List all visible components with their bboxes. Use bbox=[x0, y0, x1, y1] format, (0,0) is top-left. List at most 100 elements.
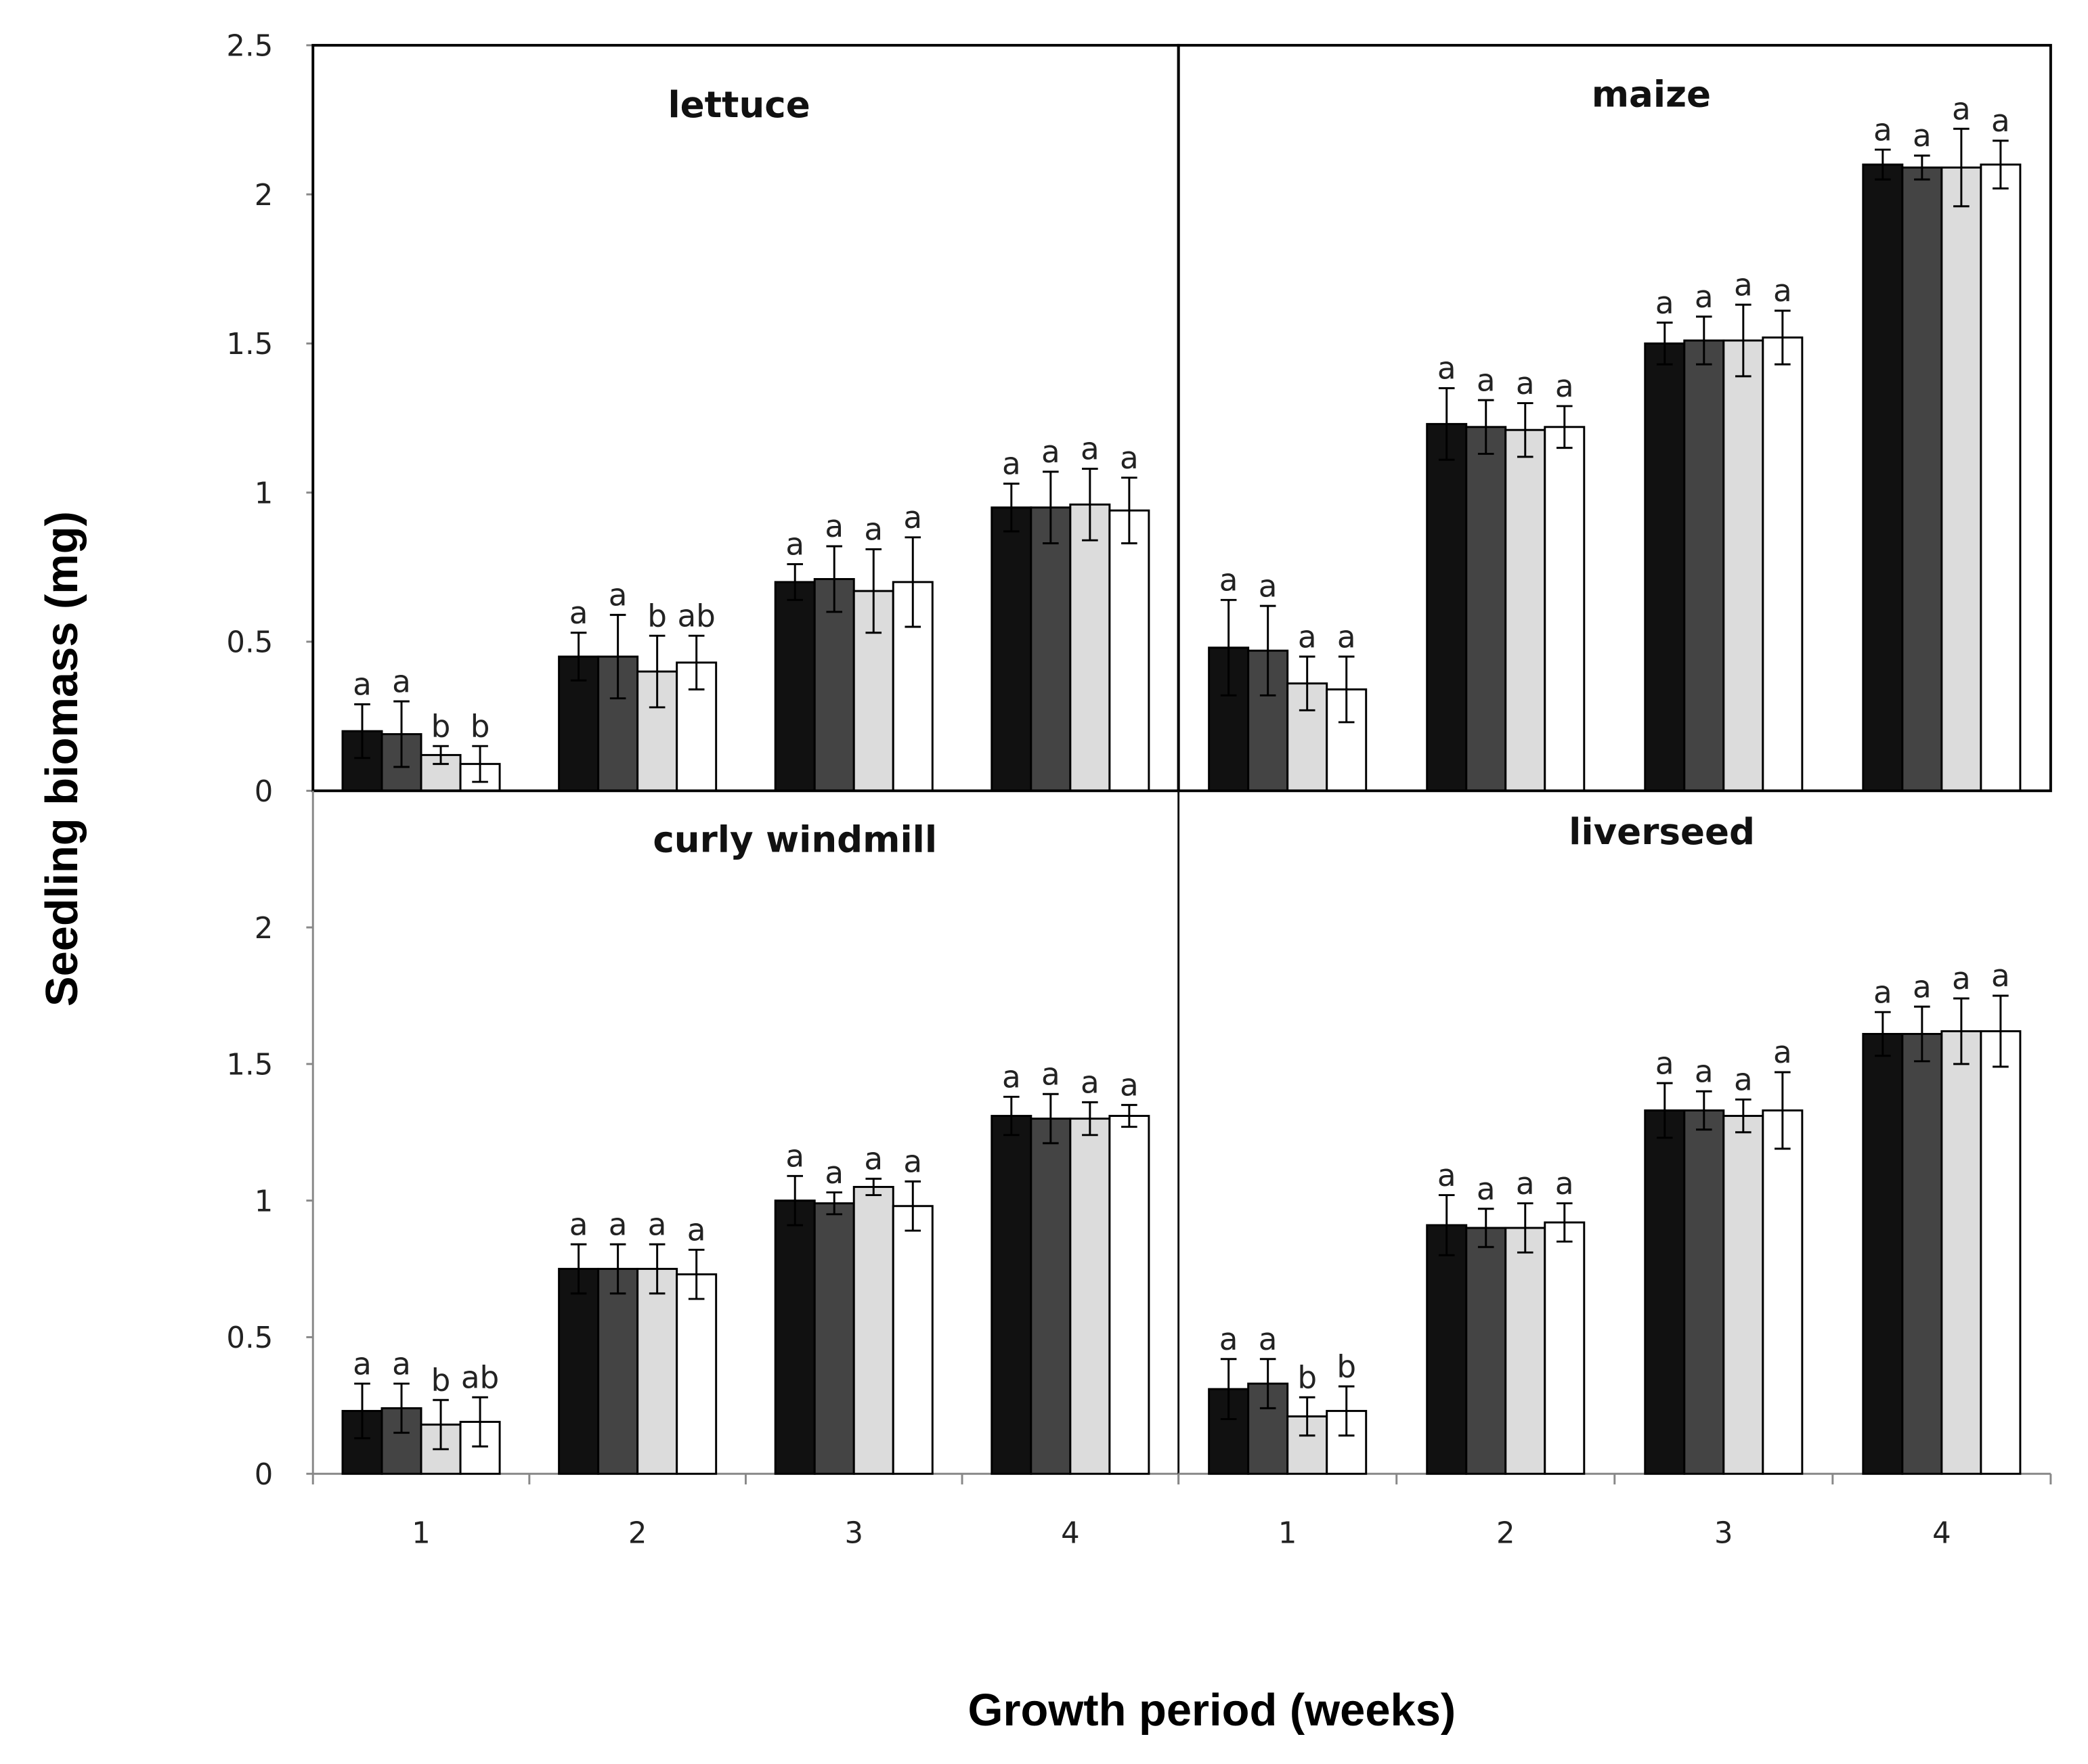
bar bbox=[1762, 1109, 1804, 1475]
error-bar bbox=[609, 1243, 626, 1295]
significance-letter: b bbox=[431, 708, 451, 744]
bar bbox=[1722, 339, 1764, 792]
bar bbox=[1426, 1224, 1468, 1475]
bar bbox=[1644, 342, 1686, 792]
error-bar bbox=[1003, 483, 1020, 533]
significance-letter: a bbox=[864, 512, 883, 548]
panel-title: liverseed bbox=[1569, 811, 1755, 853]
significance-letter: a bbox=[785, 527, 804, 563]
significance-letter: a bbox=[903, 1144, 922, 1180]
x-tick-label: 1 bbox=[412, 1517, 431, 1551]
y-tick-label: 2.5 bbox=[226, 30, 273, 64]
significance-letter: a bbox=[687, 1212, 706, 1248]
significance-letter: a bbox=[785, 1139, 804, 1174]
significance-letter: a bbox=[1120, 1067, 1139, 1103]
error-bar bbox=[1338, 1385, 1355, 1437]
significance-letter: a bbox=[1081, 1065, 1100, 1101]
error-bar bbox=[1696, 1090, 1712, 1131]
error-bar bbox=[570, 1243, 587, 1295]
significance-letter: a bbox=[1734, 1062, 1753, 1098]
panel-frame bbox=[1177, 43, 2052, 793]
error-bar bbox=[649, 1243, 666, 1295]
error-bar bbox=[688, 1248, 705, 1300]
error-bar bbox=[1043, 470, 1059, 545]
x-tick-label: 3 bbox=[844, 1517, 863, 1551]
significance-letter: a bbox=[1477, 362, 1496, 398]
y-tick-label: 2 bbox=[255, 912, 274, 946]
bar bbox=[1108, 1115, 1150, 1475]
error-bar bbox=[649, 634, 666, 709]
significance-letter: a bbox=[1655, 285, 1674, 321]
error-bar bbox=[1082, 467, 1098, 542]
bar bbox=[1980, 1030, 2022, 1475]
bar bbox=[1504, 1227, 1546, 1475]
significance-letter: a bbox=[569, 595, 588, 631]
y-tick-label: 0.5 bbox=[226, 1321, 273, 1355]
significance-letter: a bbox=[1555, 368, 1574, 404]
significance-letter: a bbox=[1437, 351, 1456, 387]
significance-letter: a bbox=[1002, 446, 1021, 482]
bar bbox=[1940, 1030, 1982, 1475]
error-bar bbox=[1556, 405, 1573, 449]
bar bbox=[1644, 1109, 1686, 1475]
bar bbox=[676, 1273, 718, 1475]
significance-letter: a bbox=[569, 1206, 588, 1242]
error-bar bbox=[787, 1174, 804, 1227]
significance-letter: a bbox=[1873, 974, 1892, 1010]
y-tick-label: 0.5 bbox=[226, 626, 273, 660]
bar bbox=[1069, 1118, 1111, 1475]
error-bar bbox=[433, 745, 449, 766]
panel-title: curly windmill bbox=[653, 819, 937, 861]
error-bar bbox=[787, 563, 804, 601]
significance-letter: a bbox=[1734, 267, 1753, 303]
error-bar bbox=[1220, 598, 1237, 697]
error-bar bbox=[826, 1191, 843, 1216]
error-bar bbox=[1259, 1358, 1276, 1409]
significance-letter: a bbox=[1516, 366, 1535, 401]
error-bar bbox=[1438, 387, 1455, 461]
significance-letter: a bbox=[1695, 279, 1714, 315]
bar bbox=[1465, 1227, 1507, 1475]
bar bbox=[636, 1268, 678, 1475]
significance-letter: a bbox=[1555, 1166, 1574, 1201]
significance-letter: a bbox=[1298, 619, 1317, 655]
bar bbox=[1683, 339, 1725, 792]
x-tick-label: 4 bbox=[1932, 1517, 1951, 1551]
significance-letter: a bbox=[1991, 958, 2010, 994]
bar bbox=[1030, 1118, 1072, 1475]
error-bar bbox=[1477, 1208, 1494, 1248]
error-bar bbox=[1082, 1101, 1098, 1137]
significance-letter: a bbox=[1477, 1171, 1496, 1207]
bar bbox=[1722, 1115, 1764, 1475]
significance-letter: a bbox=[609, 1206, 628, 1242]
error-bar bbox=[1735, 1098, 1752, 1134]
error-bar bbox=[472, 1396, 488, 1448]
significance-letter: b bbox=[647, 598, 667, 634]
bar bbox=[1980, 163, 2022, 792]
y-tick-label: 1.5 bbox=[226, 1049, 273, 1082]
bar bbox=[597, 1268, 639, 1475]
error-bar bbox=[1338, 655, 1355, 724]
significance-letter: a bbox=[392, 1346, 411, 1382]
bar bbox=[1544, 1221, 1586, 1475]
y-tick-label: 0 bbox=[255, 1458, 274, 1492]
error-bar bbox=[865, 548, 882, 634]
error-bar bbox=[1220, 1358, 1237, 1420]
significance-letter: b bbox=[1336, 1348, 1356, 1384]
significance-letter: a bbox=[864, 1141, 883, 1177]
error-bar bbox=[1914, 154, 1930, 181]
error-bar bbox=[1259, 604, 1276, 697]
bar bbox=[1901, 1032, 1943, 1475]
significance-letter: a bbox=[1041, 1056, 1060, 1092]
significance-letter: a bbox=[1913, 969, 1932, 1005]
y-tick-label: 1.5 bbox=[226, 328, 273, 361]
error-bar bbox=[393, 700, 410, 768]
significance-letter: a bbox=[1437, 1157, 1456, 1193]
x-tick-label: 1 bbox=[1278, 1517, 1297, 1551]
error-bar bbox=[1875, 148, 1891, 181]
bar bbox=[774, 581, 816, 792]
x-tick-label: 4 bbox=[1061, 1517, 1080, 1551]
bar bbox=[1426, 422, 1468, 792]
significance-letter: a bbox=[1002, 1059, 1021, 1095]
